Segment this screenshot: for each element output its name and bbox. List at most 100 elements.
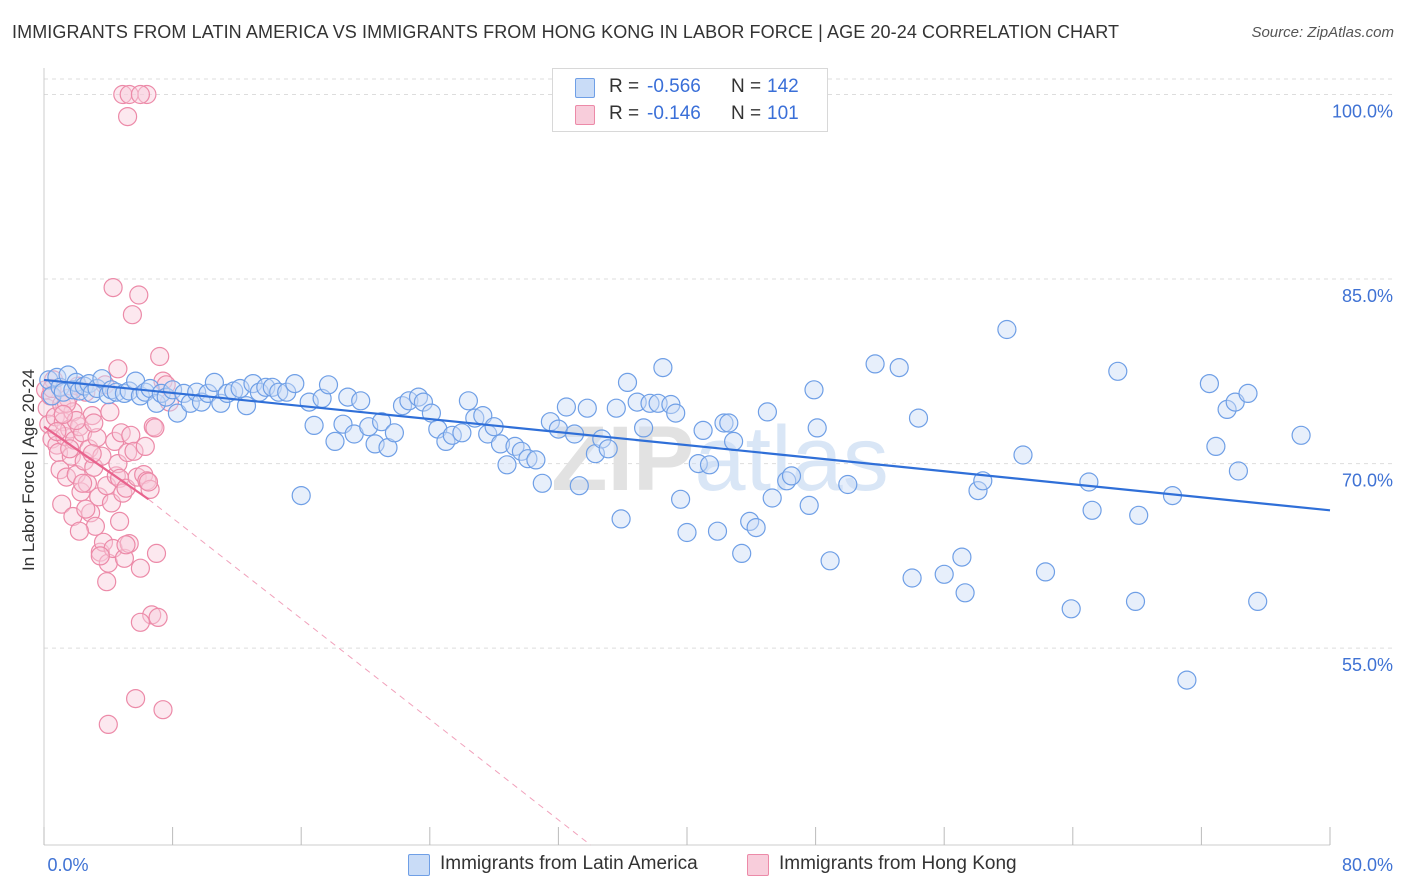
- legend-swatch-hong-kong: [575, 105, 595, 125]
- latin-america-point: [58, 365, 78, 385]
- chart-title: IMMIGRANTS FROM LATIN AMERICA VS IMMIGRA…: [12, 22, 1120, 42]
- hong-kong-point: [138, 472, 159, 492]
- latin-america-point: [291, 486, 311, 506]
- hong-kong-trend-extension: [148, 498, 591, 846]
- latin-america-point: [1238, 383, 1258, 403]
- latin-america-point: [699, 455, 720, 475]
- latin-america-point: [714, 413, 734, 433]
- hong-kong-point: [72, 473, 93, 493]
- hong-kong-point: [98, 714, 118, 735]
- latin-america-point: [532, 473, 552, 493]
- latin-america-point: [1248, 591, 1268, 612]
- hong-kong-point: [122, 305, 142, 325]
- latin-america-point: [325, 431, 345, 451]
- source-credit: Source: ZipAtlas.com: [1251, 24, 1394, 41]
- latin-america-point: [617, 372, 638, 392]
- hong-kong-point: [116, 535, 136, 555]
- latin-america-point: [865, 354, 885, 374]
- legend-swatch-latin-america: [575, 78, 595, 98]
- hong-kong-point: [109, 511, 130, 532]
- latin-america-point: [799, 495, 819, 515]
- hong-kong-trend-line: [43, 425, 150, 501]
- latin-america-point: [820, 551, 840, 571]
- legend-r-value: -0.566: [647, 76, 701, 97]
- latin-america-point: [952, 547, 972, 567]
- hong-kong-point: [117, 106, 138, 127]
- latin-america-point: [556, 397, 577, 417]
- latin-america-point: [719, 413, 739, 433]
- legend-n-value: 142: [767, 76, 799, 97]
- latin-america-point: [889, 358, 909, 378]
- hong-kong-point: [146, 543, 167, 564]
- latin-america-point: [1082, 500, 1102, 520]
- latin-america-point: [458, 391, 478, 411]
- hong-kong-point: [124, 441, 144, 461]
- hong-kong-point: [76, 499, 96, 519]
- latin-america-point: [807, 418, 827, 438]
- latin-america-point: [723, 431, 744, 451]
- latin-america-point: [902, 568, 922, 588]
- latin-america-point: [452, 423, 472, 443]
- latin-america-point: [598, 439, 618, 459]
- latin-america-point: [804, 380, 824, 400]
- hong-kong-point: [137, 84, 157, 105]
- latin-america-point: [490, 434, 511, 454]
- latin-america-point: [384, 423, 404, 443]
- latin-america-point: [781, 466, 802, 486]
- latin-america-point: [548, 419, 569, 439]
- hong-kong-point: [108, 454, 128, 474]
- latin-america-point: [677, 522, 697, 543]
- latin-america-point: [606, 398, 626, 418]
- latin-america-point: [318, 375, 339, 395]
- latin-america-point: [269, 382, 289, 402]
- legend-n-label: N =: [731, 76, 762, 97]
- latin-america-point: [934, 564, 954, 584]
- latin-america-point: [1013, 445, 1033, 465]
- latin-america-point: [757, 402, 778, 422]
- hong-kong-point: [84, 413, 104, 433]
- hong-kong-point: [150, 346, 170, 367]
- series-swatch-latin-america: [408, 854, 430, 876]
- hong-kong-point: [103, 278, 123, 298]
- latin-america-point: [968, 481, 988, 501]
- hong-kong-point: [153, 700, 173, 720]
- grid-lines: [44, 78, 1392, 649]
- latin-america-point: [351, 391, 371, 411]
- latin-america-point: [1291, 425, 1311, 445]
- latin-america-point: [304, 415, 324, 435]
- y-tick-label: 55.0%: [1342, 655, 1393, 675]
- latin-america-point: [762, 488, 782, 508]
- latin-america-point: [640, 393, 660, 413]
- latin-america-point: [1217, 399, 1237, 419]
- latin-america-point: [693, 420, 713, 440]
- latin-america-point: [119, 381, 139, 401]
- latin-america-point: [569, 476, 589, 496]
- hong-kong-point: [148, 607, 168, 628]
- series-label-latin-america: Immigrants from Latin America: [440, 853, 698, 874]
- latin-america-point: [592, 429, 612, 449]
- y-tick-label: 85.0%: [1342, 286, 1393, 306]
- hong-kong-point: [130, 558, 150, 578]
- latin-america-point: [653, 358, 673, 378]
- hong-kong-point: [53, 404, 73, 424]
- hong-kong-point: [129, 285, 149, 305]
- latin-america-point: [526, 450, 546, 470]
- latin-america-point: [908, 408, 929, 428]
- latin-america-point: [1129, 505, 1149, 525]
- latin-america-point: [838, 474, 858, 495]
- hong-kong-point: [126, 688, 146, 709]
- correlation-legend: R = -0.566 N = 142 R = -0.146 N = 101: [552, 68, 828, 132]
- hong-kong-point: [69, 521, 90, 541]
- latin-america-point: [1228, 461, 1249, 481]
- hong-kong-point: [135, 436, 155, 456]
- hong-kong-point: [108, 359, 128, 379]
- latin-america-point: [167, 403, 187, 423]
- latin-america-point: [399, 391, 419, 411]
- x-tick-label: 0.0%: [47, 855, 88, 875]
- latin-america-point: [1108, 361, 1128, 381]
- latin-america-point: [1177, 670, 1197, 690]
- hong-kong-point: [47, 422, 67, 442]
- hong-kong-point: [143, 417, 163, 437]
- hong-kong-point: [130, 612, 150, 632]
